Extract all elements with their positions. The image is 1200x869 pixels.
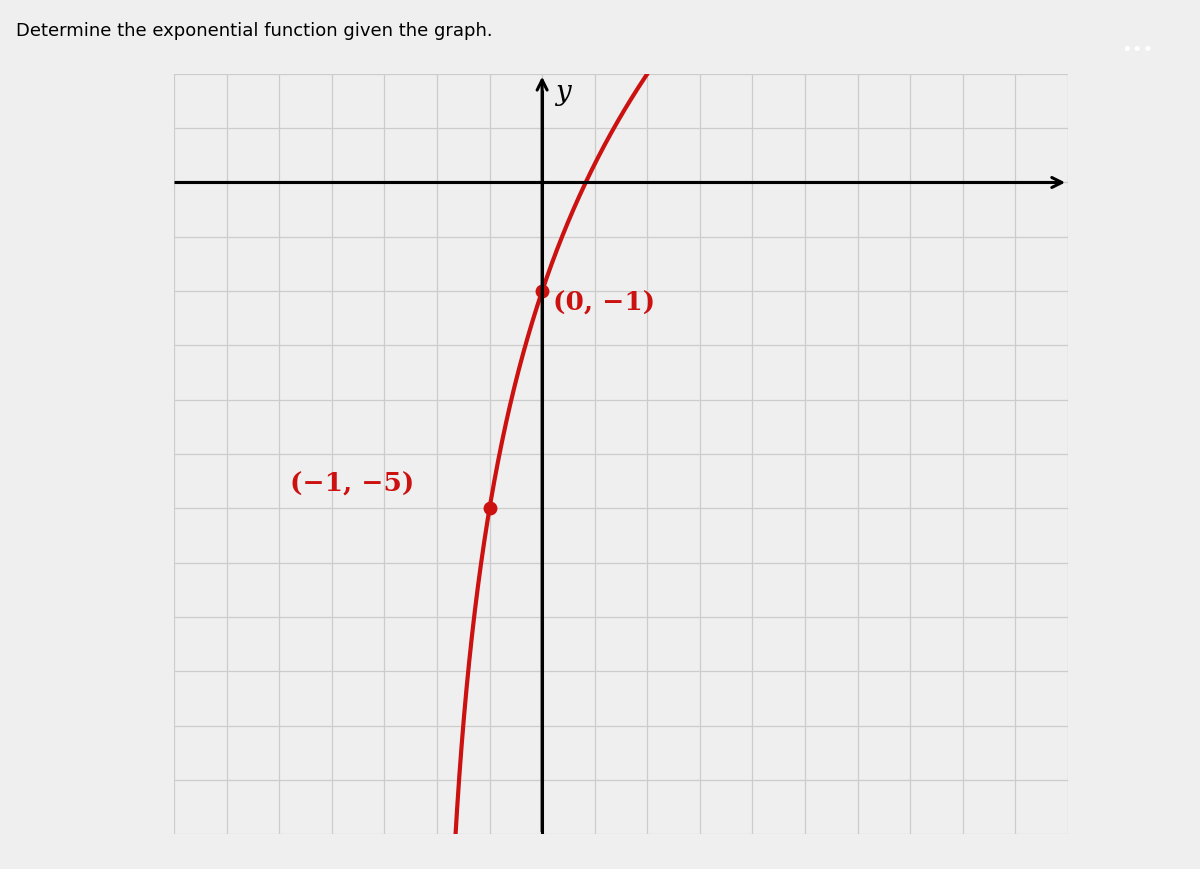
Text: Determine the exponential function given the graph.: Determine the exponential function given… (16, 22, 492, 40)
Text: y: y (556, 79, 571, 106)
Text: (0, −1): (0, −1) (553, 290, 655, 315)
Text: (−1, −5): (−1, −5) (289, 472, 414, 497)
Text: •••: ••• (1122, 42, 1153, 59)
